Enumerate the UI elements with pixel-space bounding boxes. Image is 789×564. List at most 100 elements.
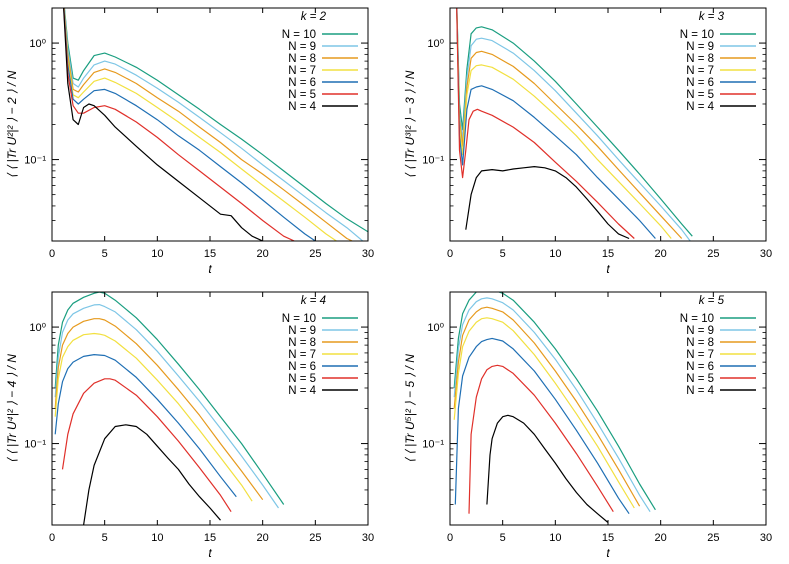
- series-line-n8: [54, 318, 264, 501]
- legend-label-n10: N = 10: [282, 313, 316, 325]
- series-line-n6: [454, 337, 630, 515]
- chart-panel-4: 0 5 10 15 20 25 30 10⁰ 10⁻¹ t ⟨ ⟨ |Tr U⁵|² ⟩ − 5 ⟩…: [403, 291, 772, 560]
- legend-label-n4: N = 4: [686, 101, 714, 113]
- series-line-n5: [456, 8, 635, 239]
- series-group: [456, 8, 693, 241]
- legend-label-n4: N = 4: [288, 385, 316, 397]
- series-line-n9: [63, 8, 364, 241]
- x-tick-label: 5: [500, 532, 506, 544]
- x-tick-label: 25: [309, 248, 321, 260]
- x-axis-label: t: [606, 262, 610, 276]
- plot-frame: [449, 291, 767, 526]
- series-line-n5: [468, 364, 614, 514]
- x-tick-label: 5: [102, 532, 108, 544]
- legend-label-n5: N = 5: [288, 89, 316, 101]
- x-tick-label: 0: [49, 248, 55, 260]
- legend-label-n8: N = 8: [686, 53, 714, 65]
- series-group: [63, 8, 368, 241]
- legend-label-n9: N = 9: [288, 41, 316, 53]
- legend-label-n4: N = 4: [288, 101, 316, 113]
- series-line-n4: [63, 8, 263, 241]
- legend-label-n7: N = 7: [686, 65, 714, 77]
- series-line-n9: [54, 304, 279, 509]
- x-tick-label: 25: [707, 248, 719, 260]
- y-tick-label: 10⁻¹: [24, 439, 46, 451]
- series-line-n6: [54, 354, 237, 498]
- x-axis-label: t: [606, 546, 610, 560]
- legend-label-n7: N = 7: [686, 349, 714, 361]
- y-tick-label: 10⁰: [427, 322, 444, 334]
- y-axis-label: ⟨ ⟨ |Tr U⁵|² ⟩ − 5 ⟩ / N: [403, 354, 417, 463]
- x-tick-label: 0: [447, 532, 453, 544]
- legend-label-n5: N = 5: [686, 373, 714, 385]
- legend-label-n4: N = 4: [686, 385, 714, 397]
- y-axis-label: ⟨ ⟨ |Tr U²|² ⟩ − 2 ⟩ / N: [5, 70, 19, 178]
- series-line-n4: [83, 424, 221, 525]
- x-tick-label: 20: [655, 532, 667, 544]
- legend-label-n6: N = 6: [686, 361, 714, 373]
- legend-label-n6: N = 6: [288, 361, 316, 373]
- series-line-n4: [486, 414, 609, 523]
- legend-label-n7: N = 7: [288, 65, 316, 77]
- x-tick-label: 30: [760, 248, 772, 260]
- chart-panel-2: 0 5 10 15 20 25 30 10⁰ 10⁻¹ t ⟨ ⟨ |Tr U³|² ⟩ − 3 ⟩…: [403, 7, 772, 276]
- series-line-n8: [63, 8, 353, 241]
- legend-label-n9: N = 9: [686, 325, 714, 337]
- series-line-n8: [453, 306, 641, 507]
- x-tick-label: 5: [102, 248, 108, 260]
- x-tick-label: 20: [257, 532, 269, 544]
- x-tick-label: 10: [151, 248, 163, 260]
- series-line-n6: [456, 8, 656, 239]
- series-line-n4: [465, 166, 630, 240]
- legend: k = 3 N = 10N = 9N = 8N = 7N = 6N = 5N = …: [680, 11, 756, 113]
- x-axis-label: t: [208, 546, 212, 560]
- x-tick-label: 0: [447, 248, 453, 260]
- series-line-n10: [63, 8, 368, 233]
- x-tick-label: 10: [549, 532, 561, 544]
- x-tick-label: 20: [257, 248, 269, 260]
- series-line-n9: [453, 297, 651, 513]
- x-axis-label: t: [208, 262, 212, 276]
- plot-frame: [51, 291, 369, 526]
- legend-label-n6: N = 6: [686, 77, 714, 89]
- legend-label-n10: N = 10: [680, 313, 714, 325]
- legend-label-n9: N = 9: [288, 325, 316, 337]
- legend-label-n7: N = 7: [288, 349, 316, 361]
- x-tick-label: 0: [49, 532, 55, 544]
- y-tick-label: 10⁰: [29, 38, 46, 50]
- x-tick-label: 30: [760, 532, 772, 544]
- legend-label-n6: N = 6: [288, 77, 316, 89]
- x-tick-label: 5: [500, 248, 506, 260]
- y-axis-label: ⟨ ⟨ |Tr U³|² ⟩ − 3 ⟩ / N: [403, 70, 417, 178]
- series-line-n5: [63, 8, 295, 241]
- legend-label-n10: N = 10: [282, 29, 316, 41]
- legend-title: k = 2: [301, 11, 327, 23]
- y-tick-label: 10⁰: [29, 322, 46, 334]
- series-line-n10: [54, 292, 285, 505]
- x-tick-label: 25: [707, 532, 719, 544]
- legend: k = 2 N = 10N = 9N = 8N = 7N = 6N = 5N = …: [282, 11, 358, 113]
- x-tick-label: 30: [362, 532, 374, 544]
- series-line-n7: [456, 8, 672, 239]
- legend-title: k = 5: [699, 295, 725, 307]
- chart-panel-1: 0 5 10 15 20 25 30 10⁰ 10⁻¹ t ⟨ ⟨ |Tr U²|² ⟩ − 2 ⟩…: [5, 7, 374, 276]
- series-group: [54, 292, 285, 525]
- legend-label-n8: N = 8: [288, 337, 316, 349]
- legend-label-n8: N = 8: [288, 53, 316, 65]
- legend-label-n9: N = 9: [686, 41, 714, 53]
- x-tick-label: 15: [602, 532, 614, 544]
- y-tick-label: 10⁰: [427, 38, 444, 50]
- x-tick-label: 15: [204, 248, 216, 260]
- legend-label-n5: N = 5: [686, 89, 714, 101]
- series-line-n7: [453, 317, 635, 509]
- series-line-n5: [61, 378, 232, 513]
- legend-label-n8: N = 8: [686, 337, 714, 349]
- x-tick-label: 20: [655, 248, 667, 260]
- series-line-n7: [54, 332, 253, 502]
- x-tick-label: 25: [309, 532, 321, 544]
- legend-title: k = 4: [301, 295, 326, 307]
- x-tick-label: 30: [362, 248, 374, 260]
- x-tick-label: 15: [602, 248, 614, 260]
- x-tick-label: 15: [204, 532, 216, 544]
